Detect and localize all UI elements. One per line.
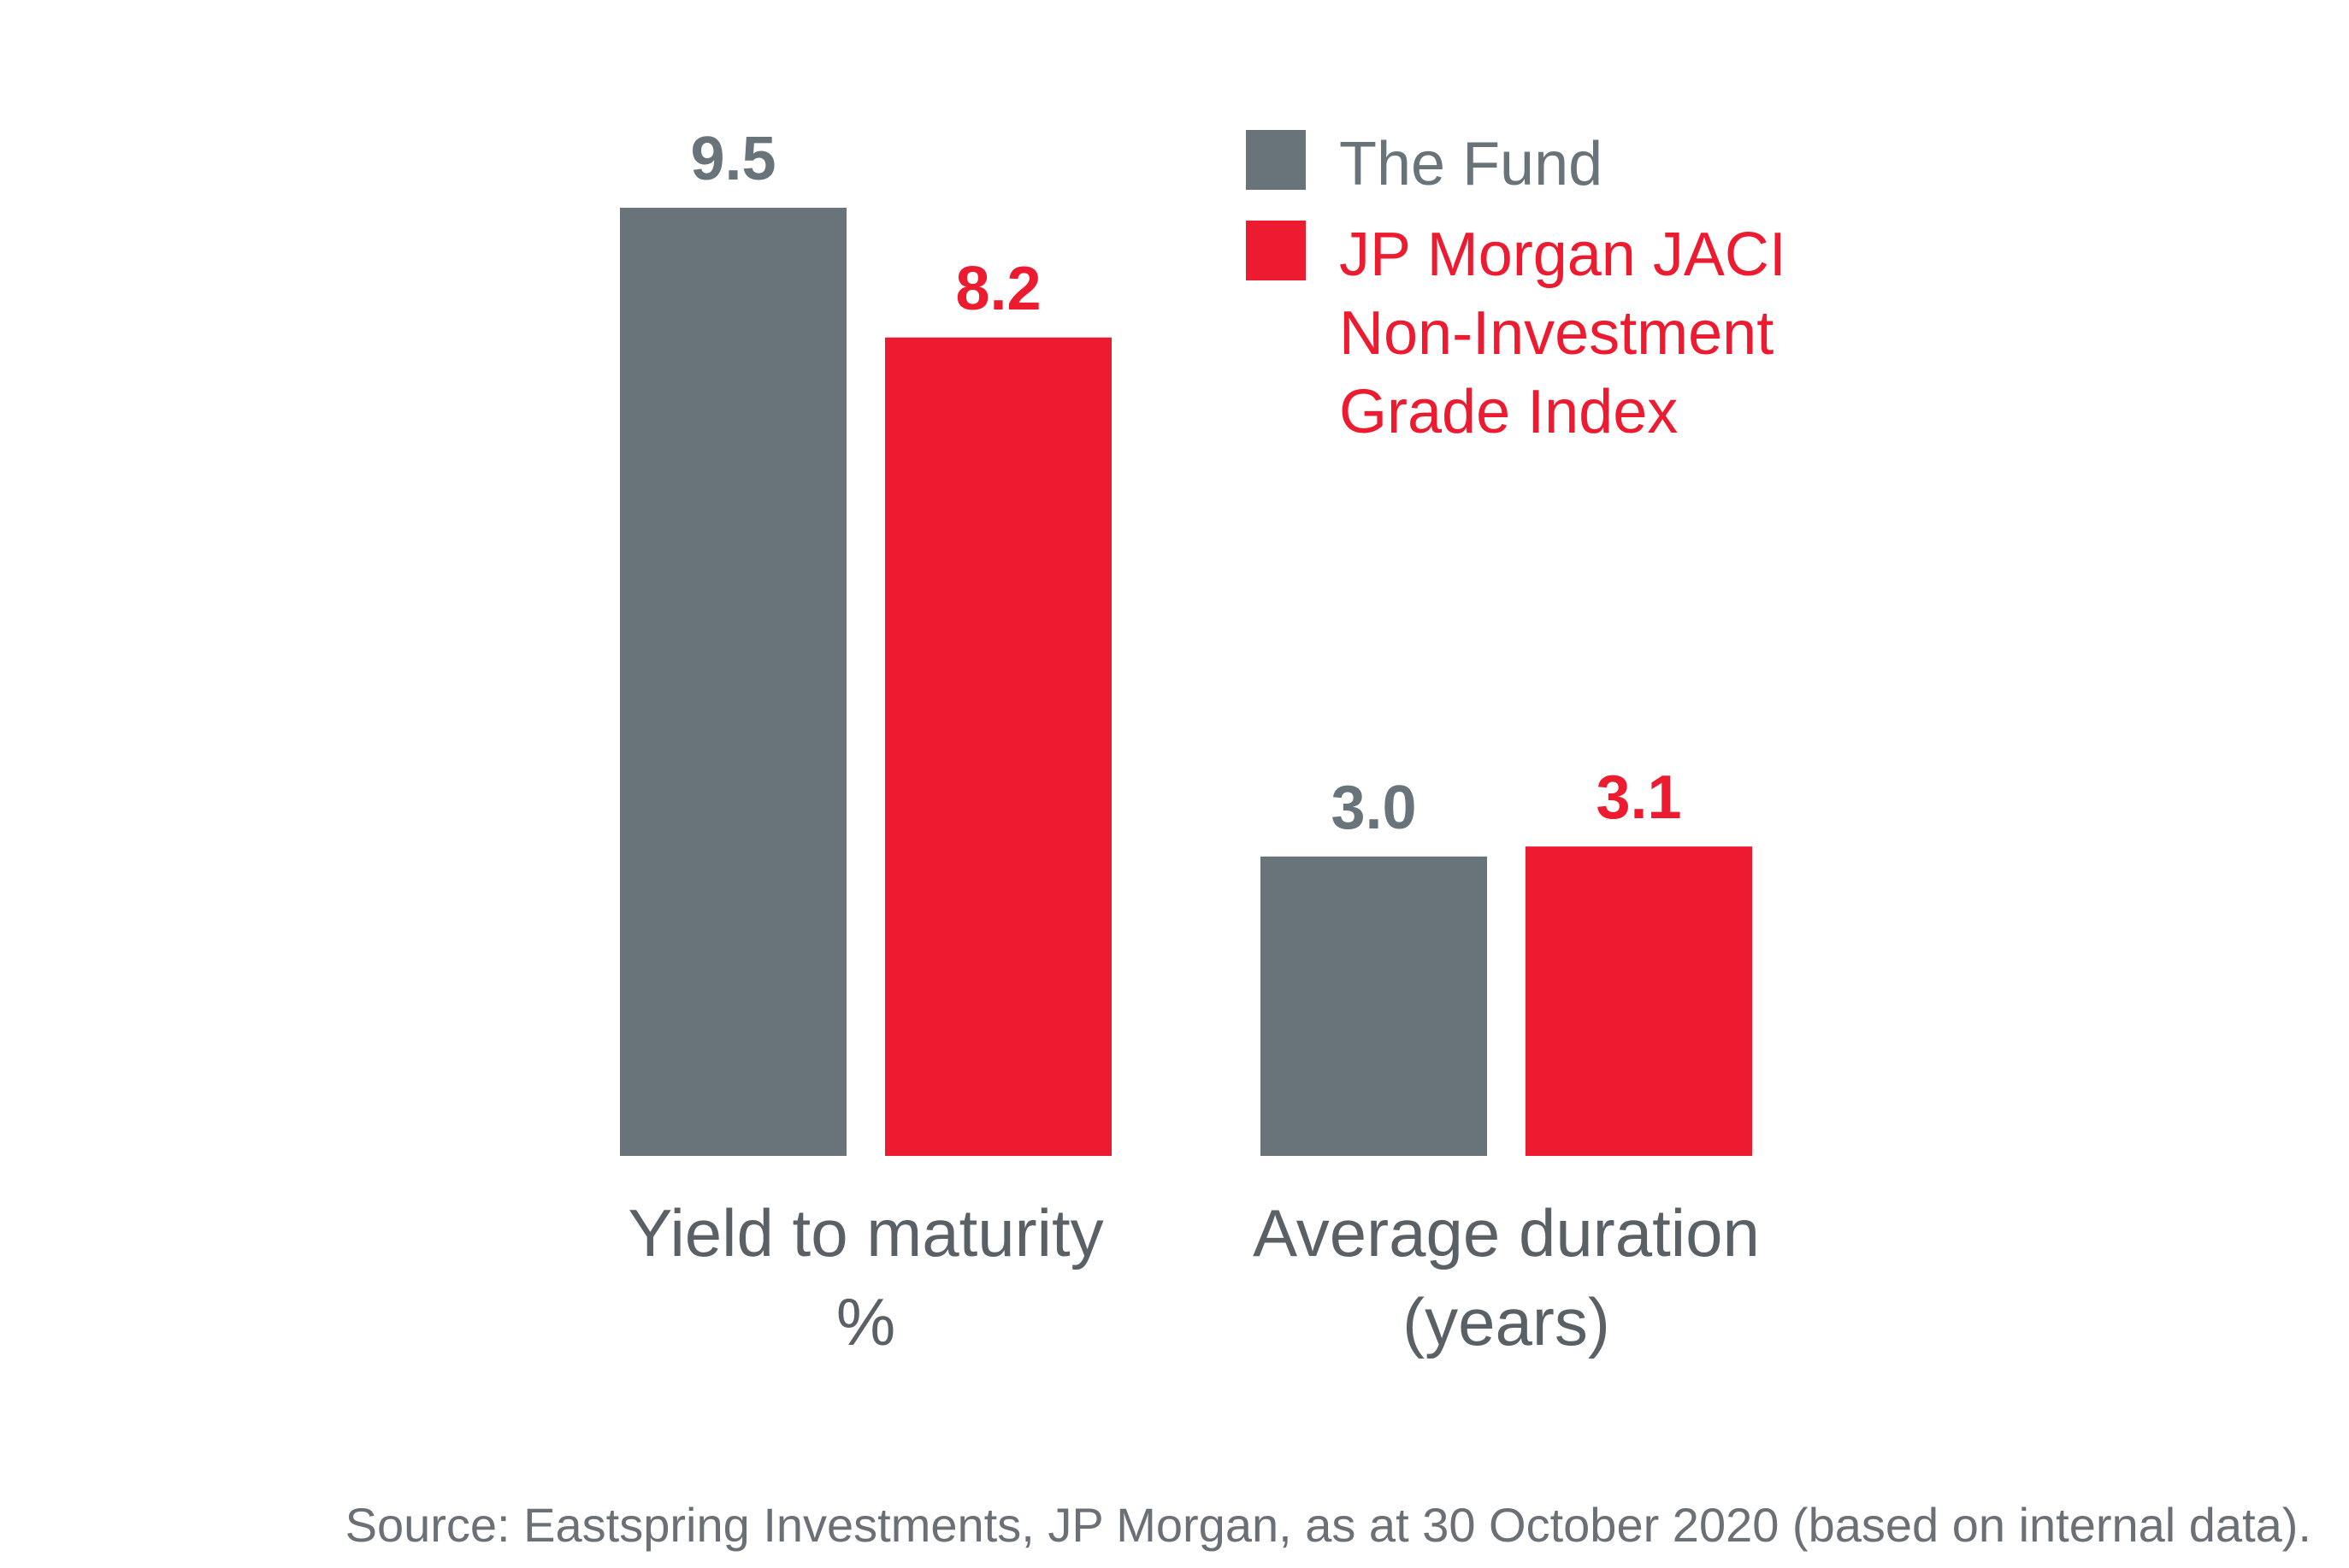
- bar-fund-1: [1260, 856, 1487, 1156]
- category-label-1-line-1: (years): [1402, 1284, 1610, 1359]
- bar-index-0: [885, 337, 1112, 1156]
- legend-swatch-fund: [1246, 130, 1306, 190]
- legend-label-index-line-2: Grade Index: [1339, 378, 1678, 446]
- value-label-index-1: 3.1: [1596, 763, 1681, 832]
- legend-label-index-line-0: JP Morgan JACI: [1339, 221, 1786, 289]
- category-label-0-line-1: %: [836, 1284, 895, 1359]
- legend-swatch-index: [1246, 221, 1306, 280]
- bar-index-1: [1526, 846, 1752, 1156]
- legend-label-index-line-1: Non-Investment: [1339, 299, 1774, 368]
- source-note: Source: Eastspring Investments, JP Morga…: [345, 1498, 2311, 1552]
- value-labels-layer: 9.5 8.2 3.0 3.1: [690, 125, 1681, 842]
- legend-label-fund-line-0: The Fund: [1339, 130, 1602, 198]
- category-label-1-line-0: Average duration: [1253, 1195, 1760, 1270]
- legend: The Fund JP Morgan JACI Non-Investment Grad…: [1246, 130, 1786, 446]
- category-labels-layer: Yield to maturity% Average duration (years…: [628, 1195, 1759, 1359]
- value-label-fund-1: 3.0: [1331, 774, 1416, 842]
- category-label-0-line-0: Yield to maturity: [628, 1195, 1103, 1270]
- value-label-index-0: 8.2: [955, 255, 1041, 323]
- bars-layer: [620, 208, 1752, 1156]
- value-label-fund-0: 9.5: [690, 125, 776, 193]
- bar-fund-0: [620, 208, 847, 1156]
